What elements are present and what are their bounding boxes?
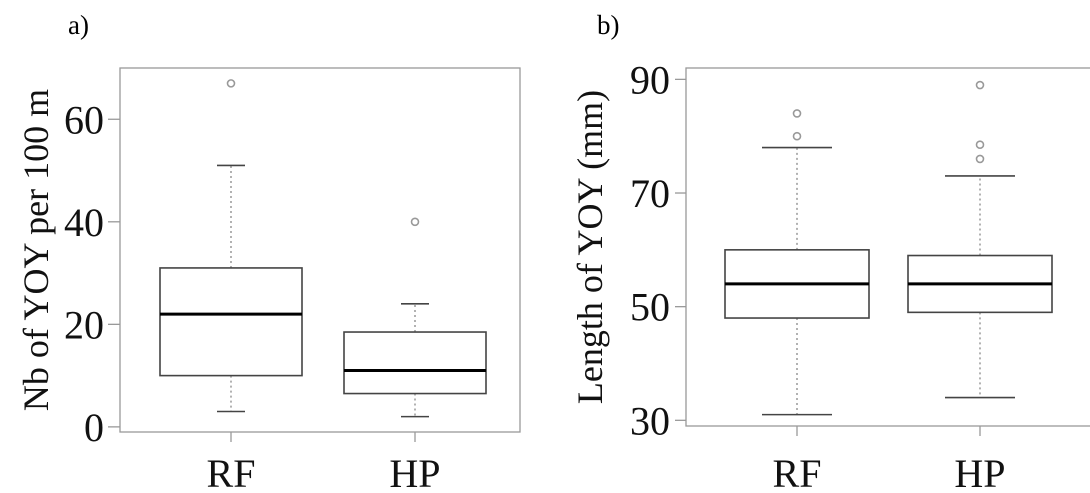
outlier-point xyxy=(792,131,802,141)
outlier-point xyxy=(792,109,802,118)
y-tick-label: 90 xyxy=(630,57,670,102)
y-axis-label-b: Length of YOY (mm) xyxy=(570,90,610,404)
plot-frame-a xyxy=(119,67,521,433)
y-tick-label: 50 xyxy=(630,285,670,330)
outlier-point xyxy=(975,154,985,164)
x-category-label: RF xyxy=(773,451,822,493)
y-tick-label: 30 xyxy=(630,398,670,443)
x-category-label: HP xyxy=(954,451,1005,493)
outlier-point xyxy=(410,217,420,227)
box-iqr xyxy=(159,267,303,377)
outlier-point xyxy=(975,80,985,90)
x-category-label: HP xyxy=(389,451,440,493)
panel-a: a) Nb of YOY per 100 m 0 20 40 60 RF HP xyxy=(16,10,521,493)
panel-label-b: b) xyxy=(597,10,620,40)
outlier-point xyxy=(975,140,985,150)
outlier-point xyxy=(226,79,236,88)
y-tick-label: 60 xyxy=(64,97,104,142)
y-tick-label: 0 xyxy=(84,405,104,450)
y-axis-label-a: Nb of YOY per 100 m xyxy=(16,89,56,411)
y-tick-label: 70 xyxy=(630,171,670,216)
y-tick-label: 20 xyxy=(64,302,104,347)
box-iqr xyxy=(343,331,487,395)
x-category-label: RF xyxy=(207,451,256,493)
y-tick-label: 40 xyxy=(64,200,104,245)
panel-label-a: a) xyxy=(68,10,89,40)
panel-b: b) Length of YOY (mm) 30 50 70 90 RF HP xyxy=(570,10,1090,493)
plot-frame-b xyxy=(685,67,1090,427)
